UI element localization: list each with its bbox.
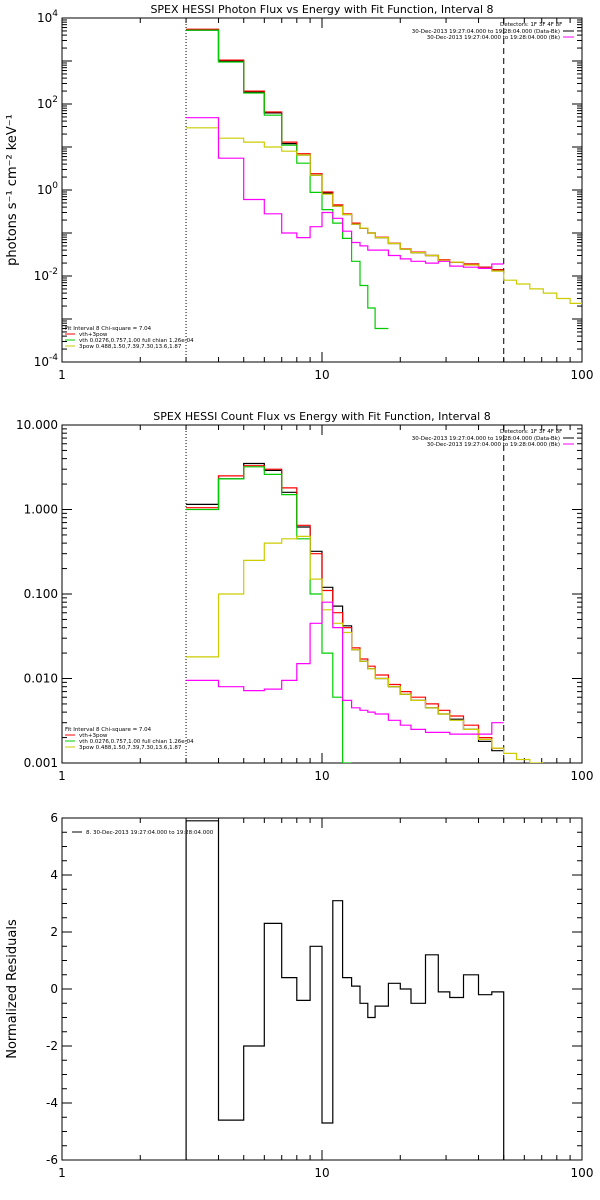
y-tick-label: 104 — [37, 9, 58, 25]
y-tick-label: 10-2 — [34, 267, 58, 283]
legend-entry: vth+3pow — [79, 733, 108, 739]
x-tick-label: 10 — [314, 769, 329, 783]
y-tick-exp: -2 — [49, 267, 58, 277]
plot-area — [186, 28, 582, 330]
y-tick-label: 0 — [50, 982, 58, 996]
series-vth — [186, 29, 389, 330]
legend-entry: vth 0.0276,0.757,1.00 full chian 1.26e-0… — [79, 739, 194, 745]
plot-title: SPEX HESSI Photon Flux vs Energy with Fi… — [150, 3, 493, 16]
legend-entry: 30-Dec-2013 19:27:04.000 to 19:28:04.000… — [427, 35, 560, 41]
legend-entry: vth+3pow — [79, 332, 108, 338]
y-tick-exp: 0 — [52, 181, 58, 191]
legend-entry: 30-Dec-2013 19:27:04.000 to 19:28:04.000… — [427, 442, 560, 448]
series-3pow — [186, 535, 544, 763]
series-residuals — [185, 820, 505, 1160]
plot-area — [185, 820, 505, 1160]
y-tick-label: 0.010 — [24, 672, 58, 686]
y-tick-base: -6 — [46, 1153, 58, 1167]
series-vth-3pow — [186, 28, 504, 271]
legend-fit-header: Fit Interval 8 Chi-square = 7.04 — [65, 727, 152, 733]
y-tick-exp: -4 — [49, 353, 58, 363]
y-tick-base: 0.010 — [24, 672, 58, 686]
y-tick-label: 100 — [37, 181, 58, 197]
legend-detectors: Detectors: 1F 3F 4F 8F — [500, 22, 562, 28]
legend-entry: 3pow 0.488,1.50,7.39,7.30,13.6,1.87 — [79, 745, 182, 751]
plot-area — [186, 462, 544, 763]
legend-entry: 30-Dec-2013 19:27:04.000 to 19:28:04.000… — [412, 29, 560, 35]
legend-entry: vth 0.0276,0.757,1.00 full chian 1.26e-0… — [79, 338, 194, 344]
y-tick-base: 10 — [34, 355, 49, 369]
legend-entry: 30-Dec-2013 19:27:04.000 to 19:28:04.000… — [412, 436, 560, 442]
y-tick-label: 10-4 — [34, 353, 59, 369]
legend-fit-header: Fit Interval 8 Chi-square = 7.04 — [65, 326, 152, 332]
legend-entry: 8. 30-Dec-2013 19:27:04.000 to 19:28:04.… — [86, 830, 214, 836]
y-tick-label: -2 — [46, 1039, 58, 1053]
y-tick-label: 4 — [50, 868, 58, 882]
y-tick-label: 1.000 — [24, 503, 58, 517]
y-tick-label: 2 — [50, 925, 58, 939]
y-tick-exp: 2 — [52, 95, 58, 105]
x-tick-label: 10 — [314, 1166, 329, 1180]
y-tick-base: 0.100 — [24, 587, 58, 601]
y-tick-label: -4 — [46, 1096, 58, 1110]
series-bk — [186, 117, 504, 269]
series-data-bk — [186, 462, 504, 752]
y-tick-base: -2 — [46, 1039, 58, 1053]
y-tick-base: 10 — [37, 11, 52, 25]
y-tick-label: 0.001 — [24, 756, 58, 770]
count-flux-plot: SPEX HESSI Count Flux vs Energy with Fit… — [16, 410, 593, 783]
legend-entry: 3pow 0.488,1.50,7.39,7.30,13.6,1.87 — [79, 344, 182, 350]
x-tick-label: 10 — [314, 368, 329, 382]
series-vth — [186, 466, 352, 763]
x-tick-label: 100 — [571, 1166, 594, 1180]
y-tick-base: 6 — [50, 811, 58, 825]
y-tick-exp: 4 — [52, 9, 58, 19]
y-tick-base: 10 — [37, 183, 52, 197]
y-tick-label: 6 — [50, 811, 58, 825]
y-tick-base: -4 — [46, 1096, 58, 1110]
x-tick-label: 1 — [58, 1166, 66, 1180]
y-axis-label: photons s⁻¹ cm⁻² keV⁻¹ — [5, 114, 20, 266]
y-tick-label: 0.100 — [24, 587, 58, 601]
y-tick-base: 10.000 — [16, 418, 58, 432]
y-tick-base: 0.001 — [24, 756, 58, 770]
x-tick-label: 1 — [58, 368, 66, 382]
y-tick-base: 10 — [34, 269, 49, 283]
y-tick-base: 10 — [37, 97, 52, 111]
y-tick-label: 102 — [37, 95, 58, 111]
y-tick-base: 0 — [50, 982, 58, 996]
residuals-plot: 1 10 100 -6 -4 -2 0 2 4 6 Normalized Residuals 8. 3… — [5, 811, 593, 1180]
series-vth-3pow — [186, 465, 504, 749]
y-tick-base: 2 — [50, 925, 58, 939]
photon-flux-plot: SPEX HESSI Photon Flux vs Energy with Fi… — [5, 3, 593, 382]
x-tick-label: 100 — [571, 769, 594, 783]
series-3pow — [186, 127, 582, 304]
legend-detectors: Detectors: 1F 3F 4F 8F — [500, 429, 562, 435]
series-bk — [186, 601, 504, 735]
y-tick-base: 4 — [50, 868, 58, 882]
y-tick-label: 10.000 — [16, 418, 58, 432]
plot-title: SPEX HESSI Count Flux vs Energy with Fit… — [153, 410, 490, 423]
y-tick-base: 1.000 — [24, 503, 58, 517]
series-data-bk — [186, 29, 504, 271]
x-tick-label: 1 — [58, 769, 66, 783]
x-tick-label: 100 — [571, 368, 594, 382]
y-axis-label: Normalized Residuals — [5, 919, 20, 1059]
y-tick-label: -6 — [46, 1153, 58, 1167]
